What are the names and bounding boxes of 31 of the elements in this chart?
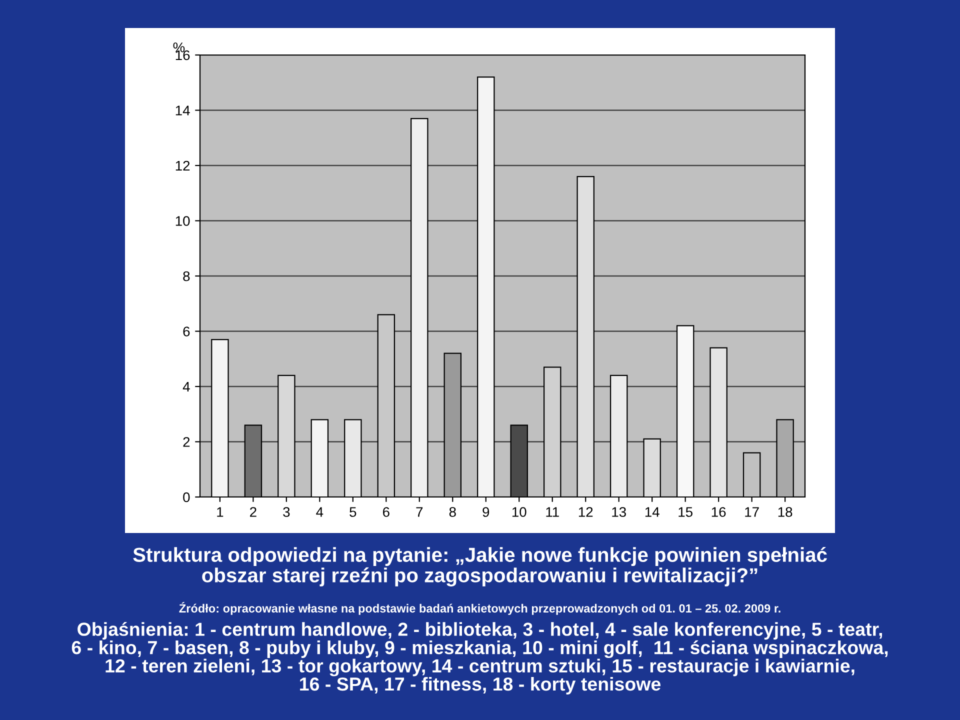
text: Struktura odpowiedzi na pytanie: „Jakie nowe funkcje powinien spełniać obszar starej rzeźni po zagospodarowaniu i rewitalizacji?” [133,547,827,586]
x-tick-label: 4 [316,507,324,517]
x-tick-label: 8 [449,507,456,517]
x-tick-label: 12 [578,507,593,517]
x-tick-label: 11 [546,507,559,517]
x-tick-label: 10 [512,507,526,517]
x-tick-label: 5 [350,507,356,517]
x-tick-label: 3 [283,507,290,517]
x-tick-label: 6 [382,507,390,517]
x-tick-label: 17 [745,507,759,517]
x-tick-label: 2 [250,507,256,517]
x-tick-label: 9 [482,507,490,517]
text: Źródło: opracowanie własne na podstawie badań ankietowych przeprowadzonych od 01. 01 – 25. 02. 2009 r. [179,602,780,615]
y-tick-label: 0 [183,492,190,502]
text: Objaśnienia: 1 - centrum handlowe, 2 - biblioteka, 3 - hotel, 4 - sale konferencyjne, 5 - teatr, 6 - kino, 7 - basen, 8 - puby i kluby, 9 - mieszkania, 10 - mini golf, 11 - ściana wspinaczkowa, 12 - teren zieleni, 13 - tor gokartowy, 14 - centrum sztuki, 15 - restauracje i kawiarnie, 16 - SPA, 17 - fitness, 18 - korty tenisowe [72,622,888,694]
y-tick-label: 2 [183,437,190,447]
y-tick-label: 14 [176,106,190,116]
y-tick-label: 6 [183,326,190,336]
y-tick-label: 4 [182,382,190,392]
y-tick-label: 16 [176,50,190,60]
y-axis-title: % [173,42,185,52]
x-tick-label: 16 [712,507,726,517]
x-tick-label: 13 [612,507,626,517]
x-tick-label: 1 [217,507,224,517]
y-tick-label: 10 [176,216,190,226]
x-tick-label: 18 [778,507,792,517]
x-tick-label: 14 [645,507,660,517]
y-tick-label: 12 [176,160,190,171]
x-tick-label: 15 [678,507,692,517]
y-tick-label: 8 [183,271,190,282]
x-tick-label: 7 [416,507,423,517]
